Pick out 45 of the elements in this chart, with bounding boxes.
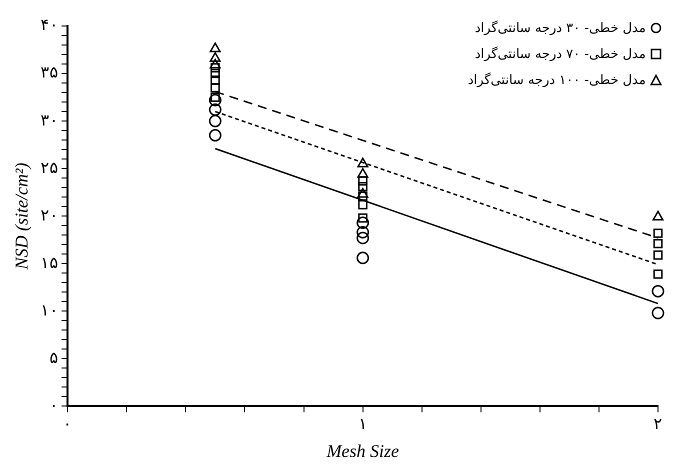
- point: [210, 68, 220, 78]
- point: [358, 176, 368, 186]
- point: [356, 252, 370, 264]
- point: [357, 158, 368, 168]
- legend-label: مدل خطی- ۱۰۰ درجه سانتی‌گراد: [468, 73, 646, 88]
- point: [356, 232, 370, 244]
- y-tick-label: ۱۰: [40, 302, 59, 320]
- x-axis-title: Mesh Size: [326, 440, 400, 461]
- point: [358, 200, 368, 210]
- point: [652, 210, 664, 221]
- y-tick-label: ۳۰: [40, 112, 59, 130]
- point: [210, 52, 221, 62]
- legend-label: مدل خطی- ۳۰ درجه سانتی‌گراد: [474, 21, 646, 36]
- y-tick-label: ۴۰: [40, 17, 59, 34]
- point: [652, 284, 664, 298]
- point: [653, 239, 663, 248]
- x-tick-label: ۰: [63, 416, 72, 434]
- point: [357, 188, 368, 198]
- point: [210, 58, 221, 68]
- point: [653, 269, 663, 279]
- x-tick-label: ۲: [654, 416, 662, 434]
- point: [358, 213, 368, 223]
- y-tick-label: ۲۰: [40, 207, 59, 224]
- y-tick-label: ۳۵: [40, 64, 59, 82]
- point: [653, 228, 663, 238]
- point: [210, 83, 220, 92]
- point: [358, 182, 368, 192]
- point: [208, 94, 222, 106]
- y-tick-label: ۰: [50, 397, 59, 414]
- point: [652, 306, 664, 320]
- point: [208, 114, 222, 128]
- point: [208, 103, 222, 116]
- y-axis-title: NSD (site/cm²): [12, 162, 32, 271]
- y-tick-label: ۱۵: [40, 254, 59, 272]
- point: [653, 250, 663, 260]
- x-tick-label: ۱: [358, 416, 368, 434]
- point: [210, 76, 220, 85]
- y-tick-label: ۲۵: [40, 160, 59, 177]
- point: [208, 129, 222, 142]
- point: [356, 216, 370, 230]
- point: [210, 42, 221, 52]
- point: [356, 226, 370, 239]
- point: [357, 168, 368, 178]
- y-tick-label: ۵: [50, 350, 59, 367]
- legend-label: مدل خطی- ۷۰ درجه سانتی‌گراد: [474, 47, 646, 62]
